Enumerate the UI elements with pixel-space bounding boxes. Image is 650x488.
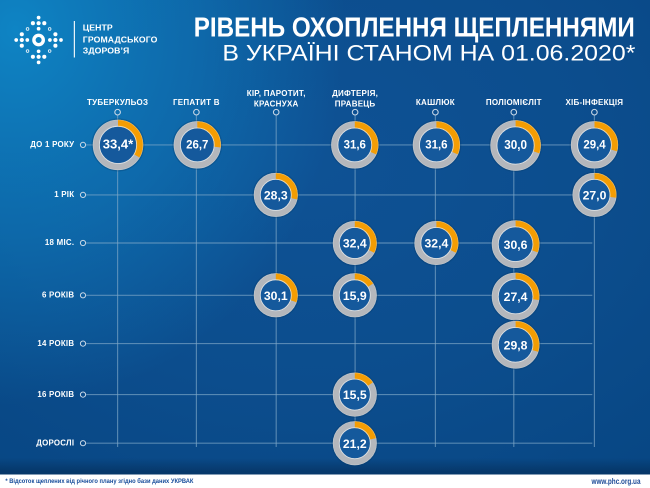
svg-text:29,4: 29,4 — [583, 138, 605, 152]
svg-text:16 РОКІВ: 16 РОКІВ — [37, 390, 74, 399]
svg-text:18 МІС.: 18 МІС. — [45, 238, 74, 247]
svg-text:31,6: 31,6 — [344, 138, 366, 152]
svg-text:ТУБЕРКУЛЬОЗ: ТУБЕРКУЛЬОЗ — [87, 98, 148, 107]
svg-text:30,1: 30,1 — [264, 289, 288, 303]
svg-text:ХІБ-ІНФЕКЦІЯ: ХІБ-ІНФЕКЦІЯ — [565, 98, 623, 107]
svg-text:32,4: 32,4 — [425, 237, 449, 251]
svg-text:ГРОМАДСЬКОГО: ГРОМАДСЬКОГО — [83, 34, 158, 44]
svg-text:ДО 1 РОКУ: ДО 1 РОКУ — [30, 140, 74, 149]
svg-text:32,4: 32,4 — [343, 237, 367, 251]
svg-text:КІР, ПАРОТИТ,: КІР, ПАРОТИТ, — [247, 89, 306, 98]
svg-text:В УКРАЇНІ СТАНОМ НА 01.06.2020: В УКРАЇНІ СТАНОМ НА 01.06.2020* — [222, 41, 635, 66]
svg-text:26,7: 26,7 — [186, 138, 208, 152]
svg-text:1 РІК: 1 РІК — [54, 190, 74, 199]
svg-text:14 РОКІВ: 14 РОКІВ — [37, 339, 74, 348]
svg-text:27,4: 27,4 — [504, 290, 528, 304]
svg-text:15,5: 15,5 — [343, 388, 367, 402]
svg-text:* Відсоток щеплених від річног: * Відсоток щеплених від річного плану зг… — [5, 477, 194, 485]
svg-text:ЦЕНТР: ЦЕНТР — [83, 23, 113, 33]
svg-text:КРАСНУХА: КРАСНУХА — [254, 100, 299, 109]
svg-text:30,6: 30,6 — [504, 238, 528, 252]
svg-text:ДОРОСЛІ: ДОРОСЛІ — [36, 438, 74, 447]
svg-text:15,9: 15,9 — [343, 289, 367, 303]
svg-text:27,0: 27,0 — [583, 189, 607, 203]
svg-text:КАШЛЮК: КАШЛЮК — [416, 98, 455, 107]
svg-text:30,0: 30,0 — [504, 138, 527, 152]
svg-text:ГЕПАТИТ В: ГЕПАТИТ В — [173, 98, 220, 107]
svg-text:РІВЕНЬ ОХОПЛЕННЯ ЩЕПЛЕННЯМИ: РІВЕНЬ ОХОПЛЕННЯ ЩЕПЛЕННЯМИ — [194, 11, 635, 42]
svg-text:ЗДОРОВ’Я: ЗДОРОВ’Я — [83, 46, 130, 56]
svg-text:ДИФТЕРІЯ,: ДИФТЕРІЯ, — [332, 89, 378, 98]
svg-text:28,3: 28,3 — [264, 189, 288, 203]
svg-text:31,6: 31,6 — [425, 138, 447, 152]
svg-text:ПОЛІОМІЄЛІТ: ПОЛІОМІЄЛІТ — [486, 98, 542, 107]
svg-text:ПРАВЕЦЬ: ПРАВЕЦЬ — [335, 100, 376, 109]
svg-text:29,8: 29,8 — [504, 338, 528, 352]
svg-text:33,4*: 33,4* — [103, 138, 134, 152]
svg-text:21,2: 21,2 — [343, 437, 367, 451]
svg-text:6 РОКІВ: 6 РОКІВ — [42, 291, 74, 300]
svg-text:www.phc.org.ua: www.phc.org.ua — [591, 477, 641, 486]
